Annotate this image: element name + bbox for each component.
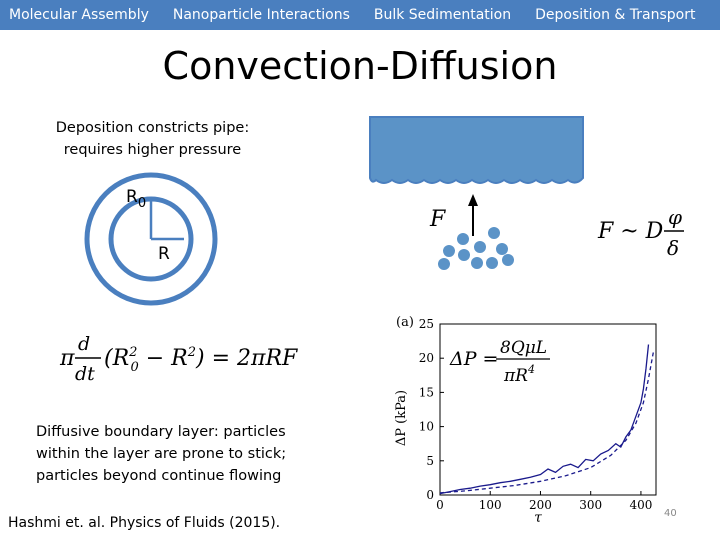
- flux-numerator-phi: φ: [668, 205, 682, 229]
- particle: [438, 258, 450, 270]
- rate-equation: π d dt (R2 0 − R2) = 2πRF: [59, 333, 298, 385]
- page-number: 40: [664, 508, 677, 519]
- inner-deposit-ring: [108, 196, 194, 282]
- force-label: F: [429, 207, 446, 232]
- force-arrow-head: [468, 194, 478, 206]
- x-tick-label: 200: [529, 498, 552, 512]
- flux-denominator-delta: δ: [667, 236, 679, 260]
- rate-pi: π: [59, 346, 75, 371]
- caption-boundary-layer: Diffusive boundary layer: particles with…: [36, 424, 287, 484]
- rate-d-num: d: [78, 333, 90, 355]
- particle: [443, 245, 455, 257]
- pressure-equation: ΔP = 8QμL πR4: [449, 338, 550, 386]
- pressure-numerator: 8QμL: [500, 338, 547, 358]
- particle: [502, 254, 514, 266]
- particle: [471, 257, 483, 269]
- particle: [474, 241, 486, 253]
- tab-molecular-assembly[interactable]: Molecular Assembly: [9, 7, 149, 23]
- section-nav: Molecular Assembly Nanoparticle Interact…: [0, 0, 720, 30]
- outer-radius-label: R0: [126, 187, 146, 211]
- particle: [458, 249, 470, 261]
- x-tick-label: 400: [629, 498, 652, 512]
- flux-equation: F ~ D φ δ: [597, 205, 684, 260]
- x-tick-label: 0: [436, 498, 444, 512]
- caption-deposition: Deposition constricts pipe: requires hig…: [55, 120, 250, 158]
- series-line-solid: [439, 344, 650, 495]
- y-tick-label: 20: [419, 351, 434, 365]
- particle-cluster: [438, 227, 514, 270]
- citation: Hashmi et. al. Physics of Fluids (2015).: [8, 515, 281, 531]
- tab-nanoparticle-interactions[interactable]: Nanoparticle Interactions: [172, 7, 350, 23]
- series-line-dashed: [439, 351, 655, 494]
- outer-pipe-ring: [84, 172, 218, 306]
- rate-body: (R2 0 − R2) = 2πRF: [104, 345, 298, 375]
- chart-series: [439, 344, 655, 495]
- y-tick-label: 15: [419, 385, 434, 399]
- y-tick-label: 5: [426, 454, 434, 468]
- wall-particle-diagram: F: [369, 116, 584, 270]
- chart-x-axis-label: τ: [534, 510, 542, 526]
- tab-deposition-transport[interactable]: Deposition & Transport: [535, 7, 696, 23]
- y-tick-label: 0: [426, 488, 434, 502]
- x-tick-label: 300: [579, 498, 602, 512]
- flux-equation-lhs: F ~ D: [597, 219, 664, 244]
- chart-panel-label: (a): [396, 315, 414, 330]
- pressure-denominator: πR4: [503, 363, 535, 386]
- chart-plot-frame: [439, 323, 657, 496]
- chart-y-axis-label: ΔP (kPa): [394, 390, 409, 446]
- slide-title: Convection-Diffusion: [162, 44, 558, 88]
- y-tick-label: 25: [419, 317, 434, 331]
- pipe-cross-section-diagram: R0 R: [84, 172, 218, 306]
- chart-y-ticks: 0 5 10 15 20 25: [419, 317, 444, 502]
- particle: [457, 233, 469, 245]
- tab-bulk-sedimentation[interactable]: Bulk Sedimentation: [373, 7, 512, 23]
- inner-radius-label: R: [158, 244, 170, 264]
- rate-dt-den: dt: [75, 363, 95, 385]
- particle: [488, 227, 500, 239]
- chart-x-ticks: 0 100 200 300 400: [436, 491, 652, 512]
- particle: [486, 257, 498, 269]
- particle: [496, 243, 508, 255]
- pipe-wall-deposit: [369, 116, 584, 184]
- pressure-lhs: ΔP =: [449, 348, 498, 370]
- y-tick-label: 10: [419, 420, 434, 434]
- x-tick-label: 100: [479, 498, 502, 512]
